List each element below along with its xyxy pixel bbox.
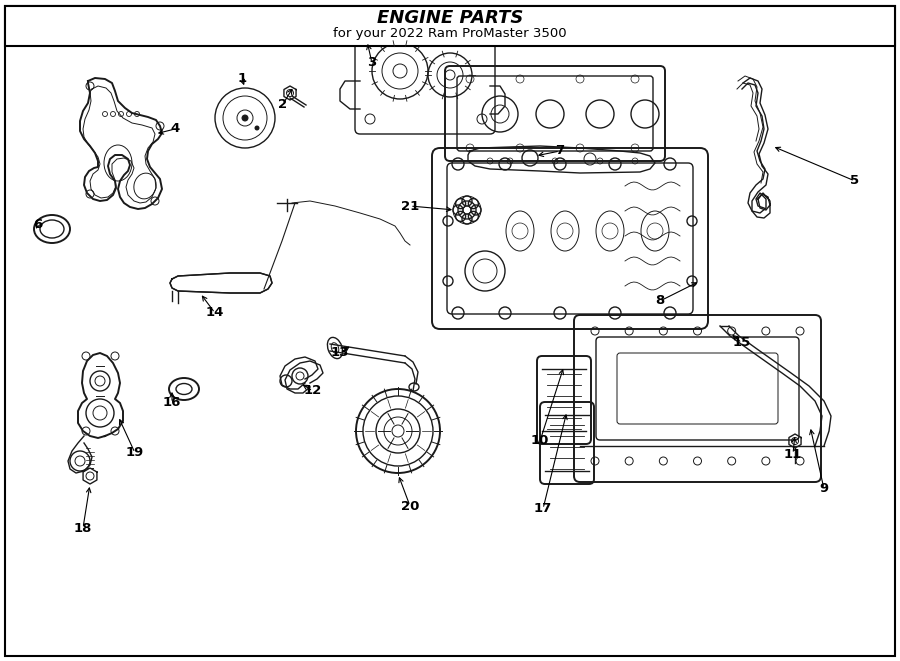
Text: 5: 5 — [850, 175, 860, 188]
Text: 13: 13 — [331, 346, 349, 360]
Text: 19: 19 — [126, 446, 144, 459]
Polygon shape — [170, 273, 272, 293]
Text: 2: 2 — [278, 98, 288, 110]
Text: 18: 18 — [74, 522, 92, 535]
Text: 16: 16 — [163, 397, 181, 410]
Text: 10: 10 — [531, 434, 549, 447]
Text: 8: 8 — [655, 295, 664, 307]
Text: 14: 14 — [206, 307, 224, 319]
Text: 4: 4 — [170, 122, 180, 136]
Text: 20: 20 — [400, 500, 419, 512]
Text: 11: 11 — [784, 447, 802, 461]
Circle shape — [242, 115, 248, 121]
Text: 17: 17 — [534, 502, 552, 516]
Text: 7: 7 — [555, 145, 564, 157]
Text: 15: 15 — [733, 336, 751, 350]
Text: for your 2022 Ram ProMaster 3500: for your 2022 Ram ProMaster 3500 — [333, 26, 567, 40]
Circle shape — [255, 126, 259, 130]
Text: ENGINE PARTS: ENGINE PARTS — [377, 9, 523, 27]
Text: 9: 9 — [819, 483, 829, 496]
Text: 1: 1 — [238, 73, 247, 85]
Text: 3: 3 — [367, 56, 376, 69]
Text: 21: 21 — [400, 200, 419, 212]
Text: 6: 6 — [33, 217, 42, 231]
Bar — [5, 6, 895, 46]
Text: 12: 12 — [304, 385, 322, 397]
